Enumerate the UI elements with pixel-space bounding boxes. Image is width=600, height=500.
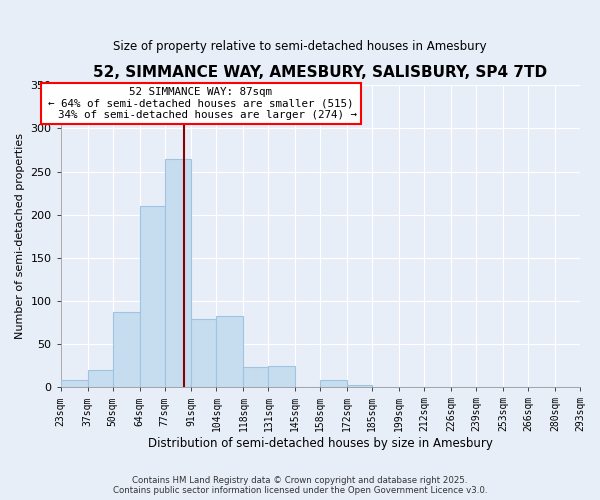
Bar [320,380,347,387]
X-axis label: Distribution of semi-detached houses by size in Amesbury: Distribution of semi-detached houses by … [148,437,493,450]
Bar [268,366,295,387]
Bar [113,312,140,387]
Bar [164,158,191,387]
Bar [140,206,164,387]
Text: Contains HM Land Registry data © Crown copyright and database right 2025.
Contai: Contains HM Land Registry data © Crown c… [113,476,487,495]
Text: Size of property relative to semi-detached houses in Amesbury: Size of property relative to semi-detach… [113,40,487,53]
Bar [347,384,372,387]
Bar [191,319,217,387]
Bar [61,380,88,387]
Title: 52, SIMMANCE WAY, AMESBURY, SALISBURY, SP4 7TD: 52, SIMMANCE WAY, AMESBURY, SALISBURY, S… [93,65,547,80]
Y-axis label: Number of semi-detached properties: Number of semi-detached properties [15,133,25,339]
Bar [217,316,244,387]
Bar [244,368,268,387]
Bar [88,370,113,387]
Text: 52 SIMMANCE WAY: 87sqm  
← 64% of semi-detached houses are smaller (515)
  34% o: 52 SIMMANCE WAY: 87sqm ← 64% of semi-det… [45,87,357,120]
